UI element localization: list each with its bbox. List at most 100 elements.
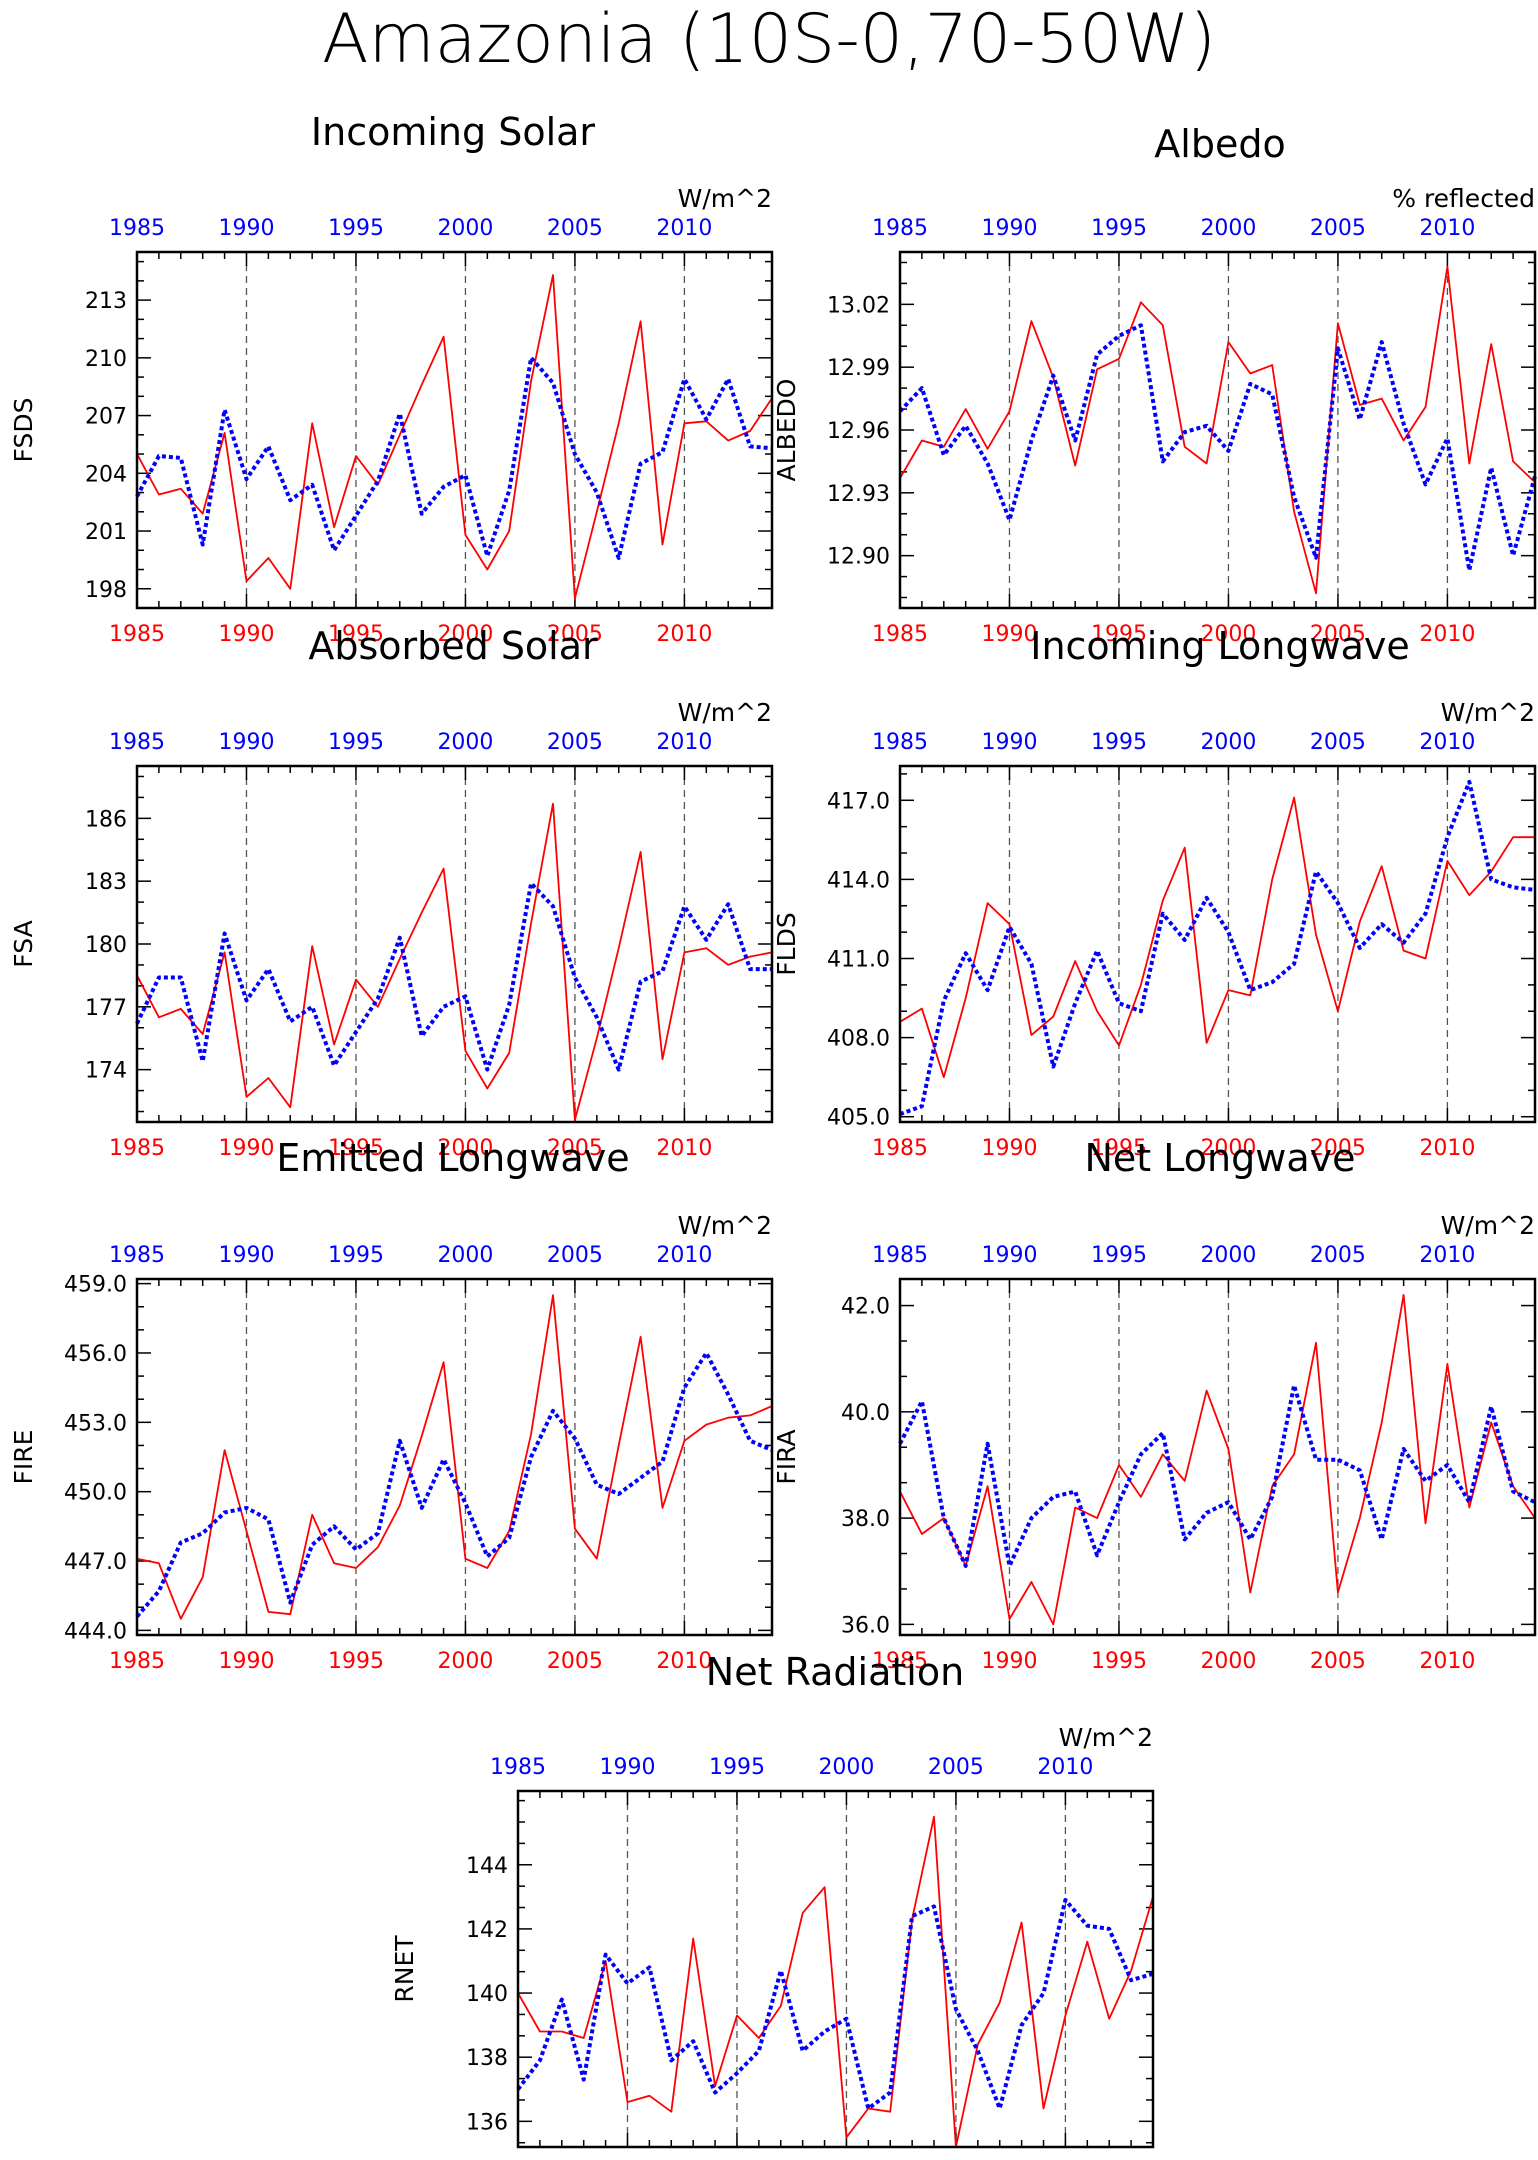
plot-frame [898, 764, 1537, 1124]
panel-fsa: Absorbed Solar W/m^2 FSA 1985 1985 1990 1990 19… [9, 624, 774, 1161]
x-tick-label-bottom: 1995 [1091, 1136, 1147, 1161]
series-line-blue-dotted [898, 1383, 1536, 1568]
series-line-blue-dotted [135, 355, 773, 560]
x-tick-label-bottom: 1985 [109, 1649, 165, 1674]
x-tick-label-top: 1985 [109, 1243, 165, 1268]
panel-fira: Net Longwave W/m^2 FIRA 1985 1985 1990 1990 199… [772, 1136, 1537, 1674]
series-line-red [899, 796, 1535, 1079]
series-line-blue-dotted [135, 1351, 773, 1618]
y-tick-label: 12.90 [827, 545, 890, 570]
y-tick-label: 204 [85, 462, 127, 487]
x-tick-label-top: 2010 [1419, 216, 1475, 241]
x-tick-label-bottom: 2005 [547, 1649, 603, 1674]
panel-rnet: Net Radiation W/m^2 RNET 1985 1985 1990 1990 19… [390, 1650, 1155, 2149]
x-tick-label-bottom: 1990 [981, 1136, 1037, 1161]
y-tick-label: 36.0 [841, 1613, 890, 1638]
panel-fsds: Incoming Solar W/m^2 FSDS 1985 1985 1990 1990 1… [9, 110, 774, 647]
x-tick-label-top: 2000 [1200, 1243, 1256, 1268]
x-tick-label-top: 1985 [109, 216, 165, 241]
x-tick-label-bottom: 2010 [656, 622, 712, 647]
x-tick-label-bottom: 2000 [437, 1136, 493, 1161]
x-tick-label-top: 2010 [656, 730, 712, 755]
x-tick-label-top: 2010 [1419, 1243, 1475, 1268]
panel-units: W/m^2 [678, 184, 772, 213]
x-tick-label-bottom: 1985 [872, 1649, 928, 1674]
panel-title: Incoming Longwave [1030, 624, 1409, 668]
x-tick-label-top: 1990 [599, 1755, 655, 1780]
y-tick-label: 174 [85, 1059, 127, 1084]
series-line-red [899, 1294, 1536, 1626]
y-tick-label: 13.02 [827, 293, 890, 318]
x-tick-label-top: 2005 [928, 1755, 984, 1780]
x-tick-label-top: 2000 [437, 730, 493, 755]
panel-fire: Emitted Longwave W/m^2 FIRE 1985 1985 1990 199… [9, 1136, 774, 1674]
y-axis-label: FIRE [9, 1430, 38, 1485]
x-tick-label-top: 1995 [328, 216, 384, 241]
x-tick-label-bottom: 2010 [1419, 622, 1475, 647]
x-tick-label-bottom: 2005 [1310, 622, 1366, 647]
figure-title: Amazonia (10S-0,70-50W) [322, 0, 1216, 79]
x-tick-label-bottom: 1985 [109, 1136, 165, 1161]
x-tick-label-bottom: 2005 [1310, 1649, 1366, 1674]
y-tick-label: 142 [466, 1918, 508, 1943]
y-tick-label: 136 [466, 2110, 508, 2135]
y-tick-label: 140 [466, 1982, 508, 2007]
x-tick-label-bottom: 2000 [1200, 622, 1256, 647]
series-line-red [517, 1815, 1154, 2148]
y-axis-label: FIRA [772, 1429, 801, 1484]
plot-frame [135, 764, 774, 1124]
panel-title: Albedo [1154, 122, 1285, 166]
x-tick-label-bottom: 2010 [1419, 1136, 1475, 1161]
panel-flds: Incoming Longwave W/m^2 FLDS 1985 1985 1990 19… [772, 624, 1537, 1161]
x-tick-label-top: 1995 [1091, 730, 1147, 755]
x-tick-label-top: 1985 [872, 730, 928, 755]
x-tick-label-top: 2000 [1200, 730, 1256, 755]
x-tick-label-top: 1990 [218, 730, 274, 755]
y-axis-label: FSDS [9, 398, 38, 463]
y-tick-label: 447.0 [64, 1550, 127, 1575]
y-tick-label: 213 [85, 289, 127, 314]
y-tick-label: 411.0 [827, 948, 890, 973]
panel-units: W/m^2 [678, 1211, 772, 1240]
panel-title: Emitted Longwave [276, 1136, 629, 1180]
plot-frame [516, 1789, 1155, 2149]
y-tick-label: 42.0 [841, 1295, 890, 1320]
x-tick-label-bottom: 2005 [547, 622, 603, 647]
x-tick-label-bottom: 1985 [109, 622, 165, 647]
x-tick-label-top: 2005 [1310, 1243, 1366, 1268]
y-tick-label: 207 [85, 405, 127, 430]
x-tick-label-top: 2005 [1310, 216, 1366, 241]
x-tick-label-bottom: 2010 [656, 1649, 712, 1674]
x-tick-label-bottom: 2000 [1200, 1136, 1256, 1161]
panel-title: Net Longwave [1085, 1136, 1356, 1180]
x-tick-label-bottom: 1985 [872, 1136, 928, 1161]
y-tick-label: 417.0 [827, 789, 890, 814]
series-line-red [899, 265, 1536, 595]
y-tick-label: 405.0 [827, 1106, 890, 1131]
y-tick-label: 414.0 [827, 868, 890, 893]
x-tick-label-top: 1990 [218, 216, 274, 241]
y-tick-label: 12.99 [827, 356, 890, 381]
series-line-red [136, 274, 773, 600]
panel-albedo: Albedo % reflected ALBEDO 1985 1985 1990 1990 1… [772, 122, 1537, 647]
y-tick-label: 459.0 [64, 1273, 127, 1298]
series-line-blue-dotted [135, 881, 772, 1072]
x-tick-label-bottom: 1995 [328, 622, 384, 647]
x-tick-label-bottom: 1995 [328, 1136, 384, 1161]
series-line-blue-dotted [898, 323, 1537, 573]
y-axis-label: FSA [9, 920, 38, 967]
y-axis-label: RNET [390, 1935, 419, 2003]
x-tick-label-top: 2000 [1200, 216, 1256, 241]
x-tick-label-top: 1990 [218, 1243, 274, 1268]
x-tick-label-top: 2005 [547, 1243, 603, 1268]
y-tick-label: 183 [85, 870, 127, 895]
y-tick-label: 12.96 [827, 419, 890, 444]
y-tick-label: 450.0 [64, 1481, 127, 1506]
plot-frame [898, 250, 1537, 610]
panel-units: W/m^2 [678, 698, 772, 727]
x-tick-label-top: 1990 [981, 216, 1037, 241]
x-tick-label-top: 1995 [1091, 216, 1147, 241]
x-tick-label-top: 2010 [1037, 1755, 1093, 1780]
panel-units: % reflected [1392, 184, 1535, 213]
